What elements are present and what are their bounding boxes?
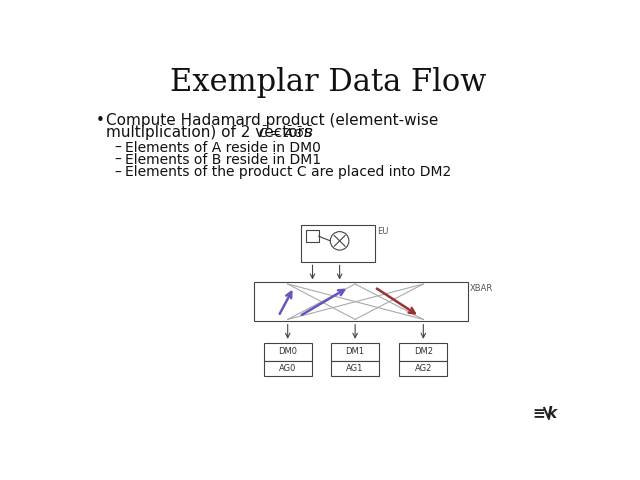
Text: EU: EU bbox=[377, 227, 388, 236]
Text: DM2: DM2 bbox=[414, 347, 433, 356]
Bar bbox=[264, 343, 312, 361]
Text: Compute Hadamard product (element-wise: Compute Hadamard product (element-wise bbox=[106, 113, 439, 128]
Text: •: • bbox=[95, 113, 104, 128]
Text: XBAR: XBAR bbox=[470, 284, 493, 293]
Bar bbox=[331, 343, 379, 361]
Bar bbox=[399, 361, 447, 376]
Text: multiplication) of 2 vectors: multiplication) of 2 vectors bbox=[106, 125, 312, 140]
Bar bbox=[307, 230, 319, 242]
Text: –: – bbox=[114, 153, 121, 167]
Bar bbox=[254, 282, 467, 321]
Text: –: – bbox=[114, 141, 121, 155]
Text: AG0: AG0 bbox=[279, 364, 296, 373]
Text: Exemplar Data Flow: Exemplar Data Flow bbox=[170, 67, 486, 98]
Circle shape bbox=[330, 232, 349, 250]
Text: AG1: AG1 bbox=[346, 364, 364, 373]
Bar bbox=[399, 343, 447, 361]
Text: k: k bbox=[547, 406, 557, 421]
Bar bbox=[264, 361, 312, 376]
Text: Elements of the product C are placed into DM2: Elements of the product C are placed int… bbox=[125, 166, 451, 180]
Text: –: – bbox=[114, 166, 121, 180]
Text: DM0: DM0 bbox=[278, 347, 297, 356]
Text: DM1: DM1 bbox=[346, 347, 365, 356]
Text: AG2: AG2 bbox=[415, 364, 432, 373]
Bar bbox=[331, 361, 379, 376]
Text: Elements of A reside in DM0: Elements of A reside in DM0 bbox=[125, 141, 321, 155]
Text: Elements of B reside in DM1: Elements of B reside in DM1 bbox=[125, 153, 321, 167]
Text: ≡: ≡ bbox=[532, 406, 545, 421]
Bar bbox=[301, 226, 374, 263]
Text: $\bar{C} = \bar{A} \bar{\odot} \bar{B}$: $\bar{C} = \bar{A} \bar{\odot} \bar{B}$ bbox=[259, 125, 314, 141]
